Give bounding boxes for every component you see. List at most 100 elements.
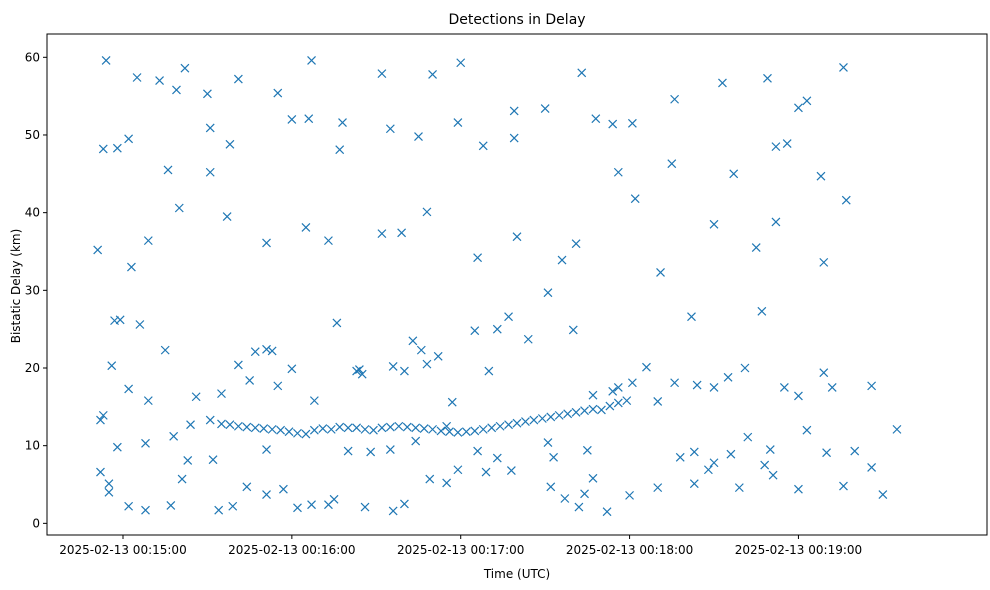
scatter-point [338, 118, 347, 127]
scatter-point [304, 114, 314, 124]
scatter-point [822, 448, 832, 458]
scatter-point [642, 362, 651, 372]
scatter-point [160, 345, 170, 355]
scatter-point [867, 462, 877, 472]
scatter-point [397, 228, 407, 238]
y-tick-label: 0 [32, 516, 40, 530]
scatter-point [718, 78, 727, 88]
y-axis-ticks: 0 10 20 30 40 50 60 [25, 50, 47, 530]
scatter-point [183, 456, 193, 465]
scatter-point [400, 366, 409, 376]
scatter-point [509, 106, 519, 116]
y-tick-label: 50 [25, 128, 40, 142]
scatter-point [428, 424, 437, 434]
scatter-point [529, 415, 539, 425]
scatter-point [608, 386, 618, 396]
scatter-point [354, 365, 364, 374]
scatter-point [205, 415, 215, 425]
scatter-point [96, 415, 105, 425]
y-tick-label: 10 [25, 439, 40, 453]
scatter-point [343, 423, 353, 433]
scatter-point [124, 384, 134, 394]
scatter-point [571, 239, 581, 249]
scatter-point [428, 69, 437, 79]
scatter-point [425, 474, 435, 484]
scatter-point [687, 312, 696, 322]
scatter-point [608, 119, 618, 129]
y-tick-label: 20 [25, 361, 40, 375]
scatter-point [205, 167, 215, 177]
scatter-point [214, 505, 224, 515]
x-axis-label: Time (UTC) [483, 567, 550, 581]
scatter-point [250, 423, 260, 433]
scatter-point [771, 217, 781, 227]
scatter-point [819, 257, 829, 267]
scatter-point [689, 479, 699, 489]
scatter-point [132, 73, 142, 82]
scatter-point [760, 460, 770, 470]
scatter-point [169, 431, 179, 441]
scatter-point [453, 118, 463, 127]
scatter-point [242, 482, 252, 492]
scatter-point [839, 62, 848, 72]
scatter-point [124, 134, 134, 144]
scatter-point [414, 132, 423, 141]
scatter-point [202, 89, 212, 99]
scatter-point [703, 465, 713, 475]
scatter-point [388, 362, 398, 371]
scatter-point [284, 427, 294, 437]
scatter-point [262, 238, 271, 248]
scatter-point [242, 422, 252, 432]
scatter-point [124, 501, 134, 511]
scatter-point [141, 505, 150, 515]
scatter-point [512, 232, 522, 242]
scatter-point [324, 236, 333, 246]
scatter-point [656, 268, 665, 277]
scatter-point [543, 438, 553, 447]
scatter-point [104, 479, 114, 489]
scatter-point [377, 423, 387, 433]
scatter-point [802, 96, 812, 106]
scatter-point [577, 68, 587, 78]
scatter-point [408, 336, 418, 346]
scatter-point [537, 414, 547, 423]
scatter-point [613, 167, 623, 177]
scatter-point [177, 474, 187, 484]
scatter-point [597, 405, 606, 415]
scatter-point [101, 55, 111, 65]
scatter-point [478, 141, 488, 151]
scatter-point [453, 428, 463, 437]
scatter-point [233, 421, 243, 431]
scatter-point [394, 421, 404, 431]
scatter-point [301, 429, 311, 439]
scatter-point [293, 428, 302, 438]
scatter-point [352, 366, 362, 376]
scatter-point [309, 396, 319, 406]
scatter-point [709, 458, 719, 468]
scatter-point [301, 222, 311, 232]
scatter-point [794, 484, 803, 494]
scatter-point [222, 212, 232, 221]
scatter-point [143, 236, 153, 246]
scatter-point [442, 421, 452, 431]
scatter-point [627, 378, 637, 388]
scatter-point [307, 500, 316, 510]
scatter-point [115, 315, 125, 325]
scatter-point [456, 58, 466, 68]
scatter-point [388, 506, 398, 516]
scatter-point [141, 438, 150, 448]
scatter-point [802, 425, 812, 435]
scatter-point [751, 243, 761, 253]
x-tick-label: 2025-02-13 00:18:00 [566, 543, 693, 557]
scatter-point [543, 288, 553, 298]
scatter-point [385, 422, 395, 432]
scatter-point [667, 159, 677, 169]
scatter-point [422, 207, 432, 217]
scatter-point [757, 306, 767, 316]
scatter-point [377, 69, 387, 79]
scatter-point [580, 489, 589, 499]
scatter-point [180, 63, 190, 73]
scatter-point [653, 483, 663, 493]
